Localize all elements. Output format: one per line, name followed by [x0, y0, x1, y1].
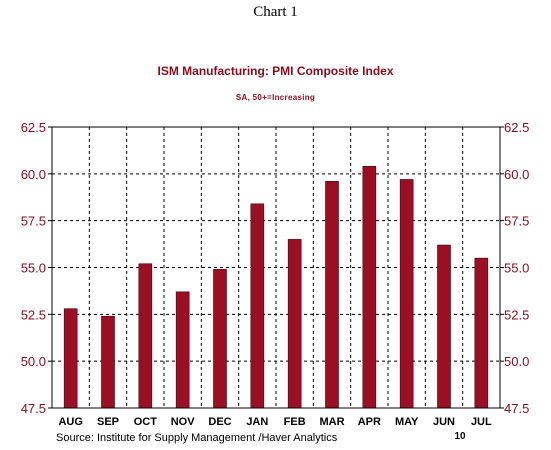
x-tick-label: APR — [358, 416, 381, 428]
bar-apr — [362, 166, 377, 409]
y-tick-label-left: 60.0 — [21, 167, 46, 182]
y-tick-label-right: 60.0 — [504, 167, 529, 182]
x-tick-label: AUG — [58, 416, 82, 428]
y-tick-label-right: 55.0 — [504, 261, 529, 276]
chart-label: Chart 1 — [253, 4, 298, 20]
bar-jan — [250, 203, 265, 409]
bar-may — [399, 179, 414, 409]
x-tick-label: JUL — [471, 416, 492, 428]
y-tick-label-right: 62.5 — [504, 120, 529, 135]
x-tick-label: JUN — [433, 416, 455, 428]
x-tick-label: JAN — [246, 416, 268, 428]
x-tick-label: FEB — [284, 416, 306, 428]
y-tick-label-right: 47.5 — [504, 401, 529, 416]
y-tick-label-right: 57.5 — [504, 214, 529, 229]
y-tick-label-left: 50.0 — [21, 354, 46, 369]
bar-oct — [138, 263, 153, 409]
x-tick-label: DEC — [208, 416, 231, 428]
bar-aug — [63, 308, 78, 409]
chart-title: ISM Manufacturing: PMI Composite Index — [157, 64, 394, 78]
y-tick-label-left: 62.5 — [21, 120, 46, 135]
bar-jul — [474, 257, 489, 409]
x-tick-label: SEP — [97, 416, 119, 428]
x-tick-label: MAY — [395, 416, 419, 428]
bar-feb — [287, 239, 302, 409]
bar-sep — [101, 315, 115, 409]
x-tick-label: NOV — [171, 416, 196, 428]
y-tick-label-left: 57.5 — [21, 214, 46, 229]
y-tick-label-right: 52.5 — [504, 307, 529, 322]
y-tick-label-left: 52.5 — [21, 307, 46, 322]
x-tick-label: OCT — [134, 416, 158, 428]
source-note: Source: Institute for Supply Management … — [56, 432, 338, 444]
bar-nov — [175, 291, 190, 409]
bar-dec — [213, 269, 227, 409]
year-label: 10 — [454, 431, 466, 442]
y-tick-label-right: 50.0 — [504, 354, 529, 369]
bar-mar — [325, 181, 339, 409]
bar-jun — [437, 244, 451, 409]
y-tick-label-left: 47.5 — [21, 401, 46, 416]
y-tick-label-left: 55.0 — [21, 261, 46, 276]
x-tick-label: MAR — [319, 416, 344, 428]
chart-subtitle: SA, 50+=Increasing — [235, 93, 316, 102]
